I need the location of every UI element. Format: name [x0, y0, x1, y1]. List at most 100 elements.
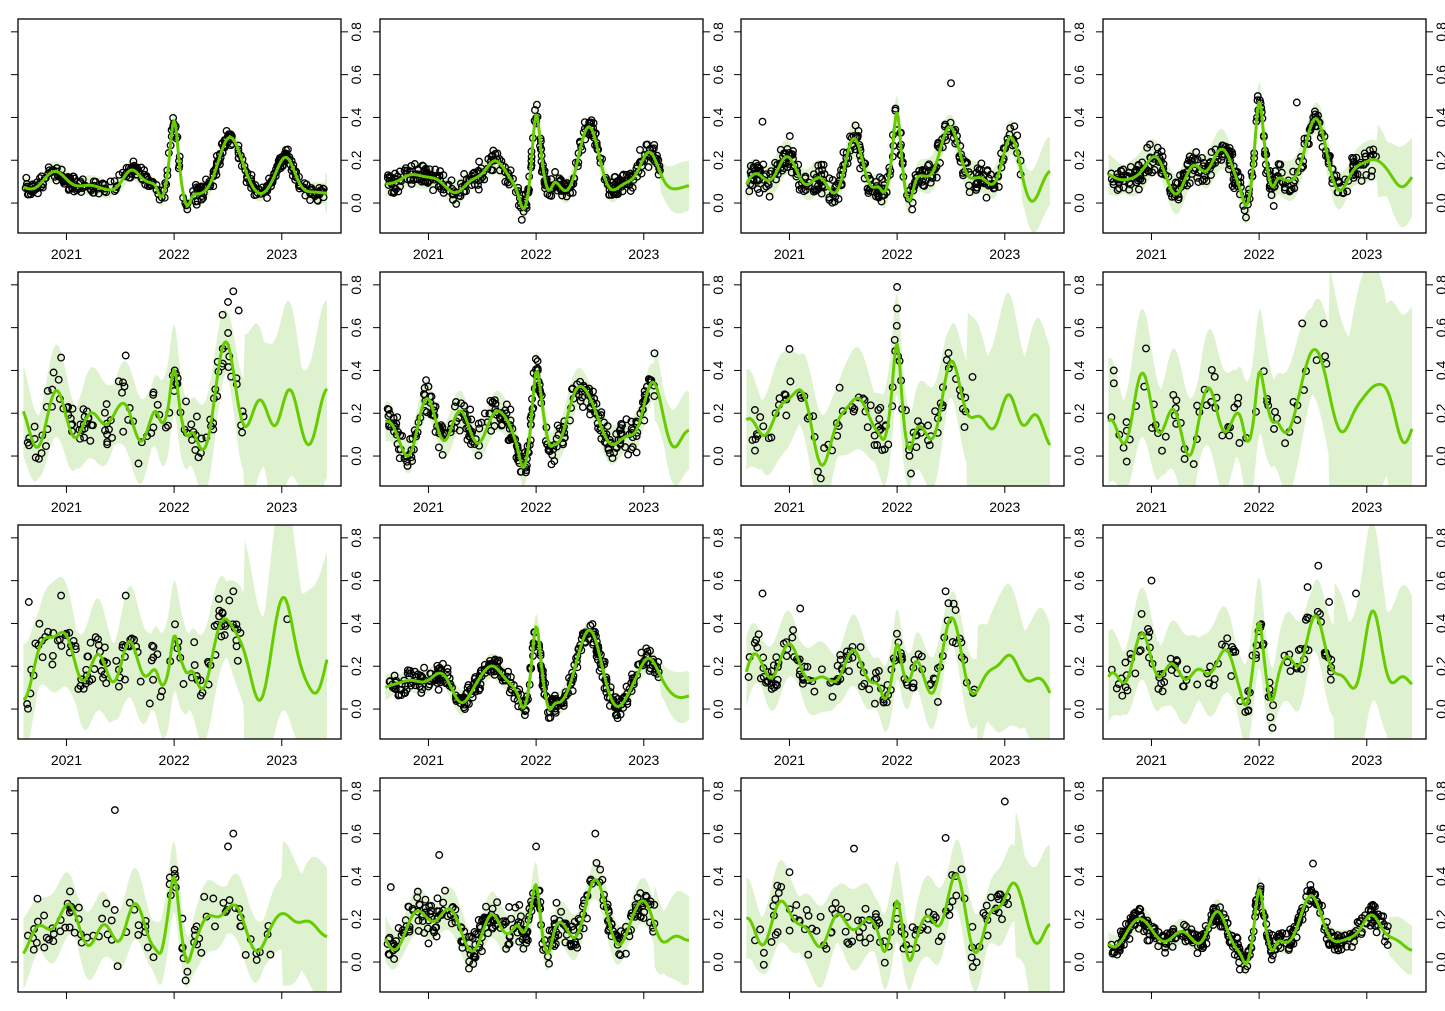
- y-tick-label: 0.2: [710, 909, 726, 929]
- data-point: [86, 638, 95, 647]
- data-point: [49, 930, 58, 938]
- data-point: [1357, 176, 1366, 185]
- data-point: [531, 106, 539, 115]
- data-point: [32, 938, 41, 947]
- data-point: [618, 421, 627, 430]
- data-point: [408, 457, 417, 465]
- data-point: [749, 163, 758, 172]
- data-point: [836, 651, 845, 659]
- panel-5: 2021 2022 2023 0.0 0.2 0.4 0.6 0.8: [11, 271, 364, 515]
- data-point: [1303, 887, 1312, 895]
- data-point: [384, 405, 393, 414]
- data-point: [426, 909, 435, 918]
- data-point: [952, 891, 961, 900]
- data-point: [1362, 170, 1371, 179]
- y-tick-label: 0.0: [710, 952, 726, 972]
- y-tick-label: 0.4: [1433, 107, 1445, 127]
- data-point: [465, 964, 473, 973]
- y-tick-label: 0.4: [1071, 360, 1087, 380]
- data-point: [1161, 948, 1170, 957]
- panel-11: 2021 2022 2023 0.0 0.2 0.4 0.6 0.8: [734, 524, 1087, 768]
- data-point: [1185, 152, 1194, 161]
- x-tick-label: 2021: [1136, 246, 1167, 262]
- data-point: [234, 306, 243, 315]
- data-point: [1112, 684, 1121, 693]
- data-point: [1218, 431, 1227, 440]
- y-tick-label: 0.6: [348, 571, 364, 591]
- panel-13: 0.0 0.2 0.4 0.6 0.8: [11, 777, 364, 999]
- data-point: [918, 177, 927, 186]
- data-point: [782, 411, 791, 420]
- data-point: [119, 427, 128, 436]
- data-point: [550, 914, 559, 923]
- data-point: [941, 833, 950, 842]
- x-tick-label: 2023: [989, 499, 1020, 515]
- data-point: [70, 928, 79, 937]
- data-point: [1321, 352, 1330, 361]
- y-tick-label: 0.8: [1071, 528, 1087, 548]
- y-tick-label: 0.2: [710, 150, 726, 170]
- panel-8: 2021 2022 2023 0.0 0.2 0.4 0.6 0.8: [1096, 271, 1445, 515]
- y-tick-label: 0.8: [348, 22, 364, 42]
- x-tick-label: 2021: [51, 246, 82, 262]
- fit-line: [22, 596, 329, 702]
- data-point: [843, 912, 852, 921]
- data-point: [225, 896, 234, 905]
- data-point: [915, 166, 924, 175]
- data-point: [812, 926, 821, 935]
- data-point: [190, 661, 199, 670]
- fit-line: [745, 873, 1051, 962]
- data-point: [550, 691, 559, 700]
- data-point: [425, 165, 434, 174]
- data-point: [1157, 147, 1166, 156]
- y-tick-label: 0.8: [1433, 781, 1445, 801]
- data-point: [841, 927, 850, 936]
- data-point: [558, 191, 567, 200]
- y-tick-label: 0.2: [710, 656, 726, 676]
- y-tick-label: 0.0: [1433, 446, 1445, 466]
- data-point: [214, 594, 223, 603]
- data-point: [1006, 124, 1015, 133]
- data-point: [581, 629, 590, 638]
- data-point: [405, 666, 414, 675]
- data-point: [941, 120, 950, 129]
- data-point: [420, 663, 429, 672]
- x-tick-label: 2023: [628, 246, 659, 262]
- data-point: [1272, 932, 1281, 941]
- data-point: [771, 158, 780, 167]
- data-point: [591, 829, 600, 838]
- data-point: [905, 451, 914, 460]
- fit-line: [1107, 888, 1413, 966]
- data-point: [57, 641, 66, 650]
- y-tick-label: 0.8: [1071, 22, 1087, 42]
- data-point: [418, 917, 427, 925]
- data-point: [71, 642, 80, 651]
- data-point: [505, 903, 514, 911]
- data-point: [874, 193, 883, 202]
- data-point: [209, 894, 218, 903]
- data-point: [241, 950, 250, 959]
- data-point: [1206, 662, 1215, 671]
- prediction-interval-band: [746, 292, 1050, 486]
- data-point: [836, 655, 845, 664]
- panel-12: 2021 2022 2023 0.0 0.2 0.4 0.6 0.8: [1096, 524, 1445, 768]
- data-point: [504, 940, 513, 949]
- data-point: [1207, 365, 1216, 374]
- data-point: [211, 922, 219, 931]
- data-point: [1271, 167, 1280, 176]
- y-tick-label: 0.4: [1433, 866, 1445, 886]
- y-tick-label: 0.4: [1071, 107, 1087, 127]
- data-point: [764, 434, 773, 443]
- data-point: [102, 400, 111, 409]
- fit-line: [745, 111, 1051, 203]
- data-point: [1168, 927, 1176, 936]
- data-point: [79, 405, 88, 414]
- data-point: [758, 117, 767, 126]
- data-point: [1303, 613, 1312, 622]
- data-point: [29, 945, 38, 954]
- data-point: [34, 180, 43, 189]
- data-point: [878, 175, 887, 183]
- data-point: [1303, 583, 1312, 592]
- data-point: [475, 684, 484, 693]
- x-tick-label: 2021: [774, 752, 805, 768]
